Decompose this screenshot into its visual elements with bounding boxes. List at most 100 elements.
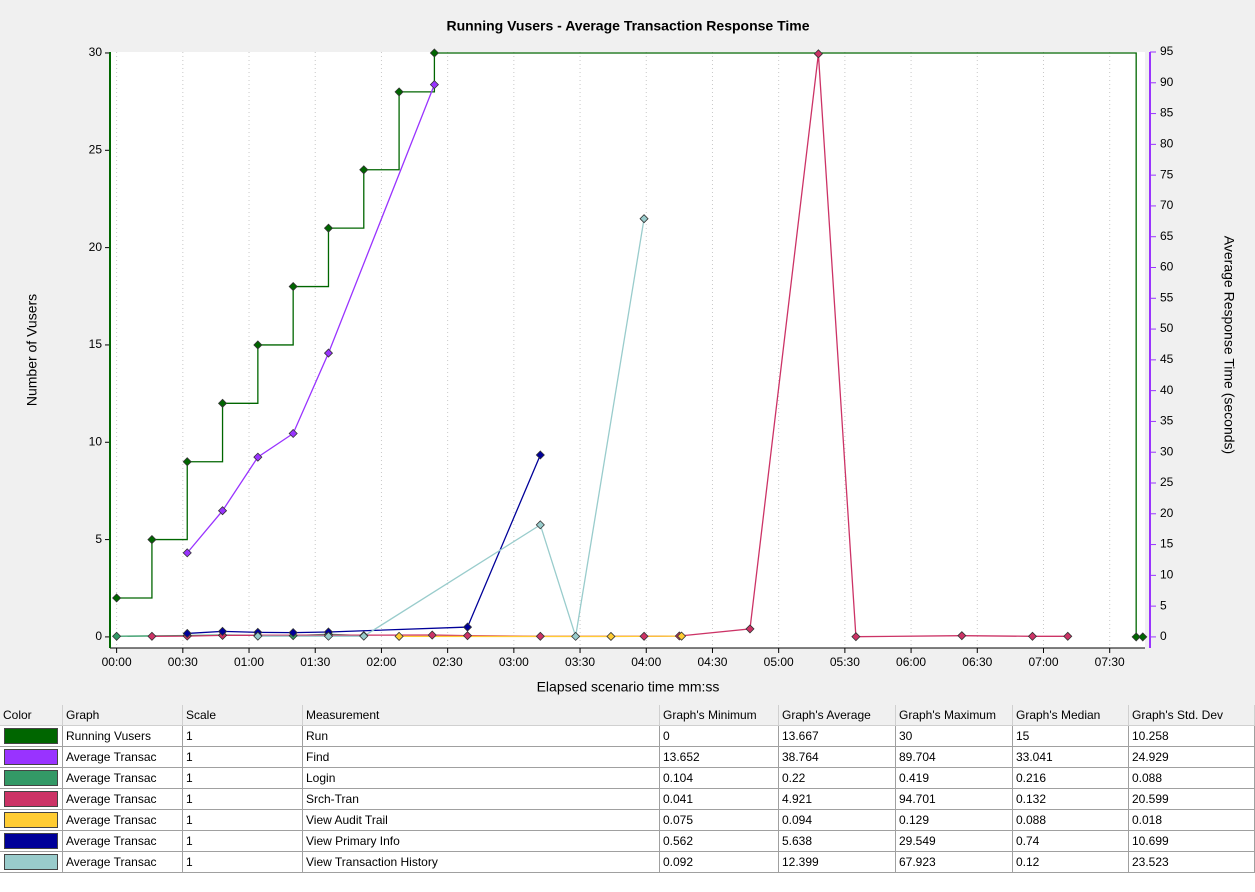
- stat-cell: 0.041: [660, 789, 779, 810]
- stat-cell: 13.652: [660, 747, 779, 768]
- chart-title: Running Vusers - Average Transaction Res…: [446, 18, 809, 34]
- color-swatch: [4, 812, 58, 828]
- data-point: [253, 452, 263, 462]
- column-header: Color: [0, 705, 63, 726]
- x-tick-label: 07:00: [1028, 655, 1058, 669]
- y-tick-label: 5: [95, 532, 102, 546]
- x-tick-label: 02:00: [366, 655, 396, 669]
- data-point: [535, 450, 545, 460]
- x-tick-label: 00:00: [102, 655, 132, 669]
- data-point: [112, 593, 122, 603]
- y2-tick-label: 45: [1160, 352, 1174, 366]
- x-tick-label: 06:30: [962, 655, 992, 669]
- data-point: [462, 631, 473, 641]
- chart: Running Vusers - Average Transaction Res…: [24, 18, 1238, 695]
- legend-table: Color Graph Scale Measurement Graph's Minimu…: [0, 705, 1255, 892]
- stat-cell: 12.399: [779, 852, 896, 873]
- measurement-cell: Srch-Tran: [303, 789, 660, 810]
- color-cell: [0, 831, 63, 852]
- y2-tick-label: 30: [1160, 444, 1174, 458]
- data-point: [429, 80, 439, 90]
- stat-cell: 0.562: [660, 831, 779, 852]
- y2-tick-label: 65: [1160, 229, 1174, 243]
- data-point: [288, 281, 298, 292]
- y2-tick-label: 85: [1160, 106, 1174, 120]
- color-swatch: [4, 749, 58, 765]
- data-point: [677, 631, 687, 641]
- x-tick-label: 02:30: [433, 655, 463, 669]
- data-point: [1131, 632, 1141, 642]
- color-cell: [0, 768, 63, 789]
- data-point: [359, 631, 369, 641]
- color-swatch: [4, 833, 58, 849]
- data-point: [606, 631, 616, 642]
- scale-cell: 1: [183, 852, 303, 873]
- x-tick-label: 04:30: [697, 655, 727, 669]
- stat-cell: 0.104: [660, 768, 779, 789]
- data-point: [323, 631, 334, 641]
- stat-cell: 10.258: [1129, 726, 1255, 747]
- data-point: [957, 631, 967, 641]
- column-header: Graph's Median: [1013, 705, 1129, 726]
- stat-cell: 0.132: [1013, 789, 1129, 810]
- stat-cell: 4.921: [779, 789, 896, 810]
- y2-tick-label: 0: [1160, 629, 1167, 643]
- y2-tick-label: 95: [1160, 44, 1174, 58]
- stat-cell: 29.549: [896, 831, 1013, 852]
- data-point: [535, 631, 545, 641]
- column-header: Scale: [183, 705, 303, 726]
- stat-cell: 0.129: [896, 810, 1013, 831]
- y2-tick-label: 80: [1160, 137, 1174, 151]
- data-point: [813, 49, 823, 59]
- stat-cell: 30: [896, 726, 1013, 747]
- x-tick-label: 06:00: [896, 655, 926, 669]
- data-point: [147, 535, 157, 545]
- data-point: [394, 631, 404, 641]
- x-tick-label: 05:30: [830, 655, 860, 669]
- measurement-cell: Login: [303, 768, 660, 789]
- y-axis-label: Number of Vusers: [24, 294, 40, 406]
- color-swatch: [4, 854, 58, 870]
- y2-tick-label: 40: [1160, 383, 1174, 397]
- y2-tick-label: 5: [1160, 598, 1167, 612]
- column-header: Graph's Maximum: [896, 705, 1013, 726]
- graph-cell: Average Transac: [63, 852, 183, 873]
- x-tick-label: 03:00: [499, 655, 529, 669]
- column-header: Graph: [63, 705, 183, 726]
- graph-cell: Average Transac: [63, 831, 183, 852]
- plot-area: [110, 52, 1145, 648]
- data-point: [253, 631, 263, 641]
- x-tick-label: 01:00: [234, 655, 264, 669]
- y2-tick-label: 60: [1160, 260, 1174, 274]
- x-tick-label: 07:30: [1095, 655, 1125, 669]
- color-cell: [0, 726, 63, 747]
- y2-tick-label: 25: [1160, 475, 1174, 489]
- data-point: [429, 48, 439, 58]
- color-cell: [0, 747, 63, 768]
- color-cell: [0, 789, 63, 810]
- graph-cell: Running Vusers: [63, 726, 183, 747]
- data-point: [535, 520, 545, 530]
- stat-cell: 94.701: [896, 789, 1013, 810]
- stat-cell: 0.075: [660, 810, 779, 831]
- stat-cell: 5.638: [779, 831, 896, 852]
- column-header: Graph's Average: [779, 705, 896, 726]
- scale-cell: 1: [183, 768, 303, 789]
- data-point: [323, 223, 334, 233]
- y-tick-label: 20: [89, 240, 103, 254]
- color-swatch: [4, 728, 58, 744]
- data-point: [1063, 631, 1073, 641]
- x-tick-label: 03:30: [565, 655, 595, 669]
- x-tick-label: 04:00: [631, 655, 661, 669]
- stat-cell: 0.74: [1013, 831, 1129, 852]
- column-header: Graph's Minimum: [660, 705, 779, 726]
- stat-cell: 0.088: [1129, 768, 1255, 789]
- column-header: Graph's Std. Dev: [1129, 705, 1255, 726]
- stat-cell: 89.704: [896, 747, 1013, 768]
- data-point: [1027, 631, 1038, 641]
- y2-axis-label: Average Response Time (seconds): [1221, 236, 1237, 454]
- data-point: [182, 628, 192, 639]
- stat-cell: 38.764: [779, 747, 896, 768]
- data-point: [323, 348, 334, 358]
